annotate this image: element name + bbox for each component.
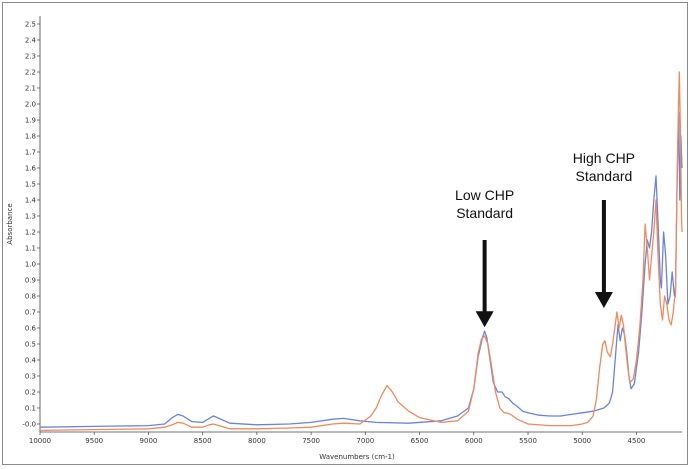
annotations: Low CHP Standard High CHP Standard bbox=[455, 150, 635, 328]
y-tick-label: 0.9 bbox=[25, 277, 36, 285]
x-ticks: 10000 9500 9000 8500 8000 7500 7000 6500 6000 550… bbox=[29, 432, 646, 445]
y-tick-label: 2.0 bbox=[25, 101, 36, 109]
x-tick-label: 8000 bbox=[248, 437, 266, 445]
y-tick-label: 0.7 bbox=[25, 309, 36, 317]
x-tick-label: 6500 bbox=[411, 437, 429, 445]
annotation-label: Standard bbox=[456, 205, 513, 221]
x-tick-label: 10000 bbox=[29, 437, 51, 445]
y-tick-label: 2.4 bbox=[25, 37, 37, 45]
y-tick-label: 1.8 bbox=[25, 133, 36, 141]
y-tick-label: 1.4 bbox=[25, 197, 37, 205]
x-tick-label: 5500 bbox=[519, 437, 537, 445]
x-tick-label: 7000 bbox=[356, 437, 374, 445]
annotation-label: High CHP bbox=[573, 150, 635, 166]
series-group bbox=[39, 71, 683, 432]
y-tick-label: 0.3 bbox=[25, 373, 36, 381]
y-tick-label: 0.4 bbox=[25, 357, 37, 365]
x-tick-label: 8500 bbox=[194, 437, 212, 445]
y-ticks: -0.0 0.1 0.2 0.3 0.4 0.5 0.6 0.7 0.8 0.9 1.0 1.1 1.2… bbox=[22, 21, 40, 429]
y-tick-label: 1.7 bbox=[25, 149, 36, 157]
x-axis-label: Wavenumbers (cm-1) bbox=[319, 453, 395, 461]
x-tick-label: 9000 bbox=[140, 437, 158, 445]
annotation-label: Low CHP bbox=[455, 187, 514, 203]
annotation-arrow-head bbox=[475, 311, 494, 328]
y-tick-label: 2.5 bbox=[25, 21, 36, 29]
y-tick-label: 1.3 bbox=[25, 213, 36, 221]
x-tick-label: 5000 bbox=[573, 437, 591, 445]
y-tick-label: 2.2 bbox=[25, 69, 36, 77]
y-tick-label: 1.2 bbox=[25, 229, 36, 237]
y-tick-label: 2.3 bbox=[25, 53, 36, 61]
y-tick-label: -0.0 bbox=[22, 421, 36, 429]
x-tick-label: 4500 bbox=[628, 437, 646, 445]
annotation-label: Standard bbox=[576, 168, 633, 184]
y-tick-label: 0.5 bbox=[25, 341, 36, 349]
annotation-arrow-head bbox=[594, 292, 613, 308]
y-axis-label: Absorbance bbox=[6, 203, 14, 244]
spectrum-line-1 bbox=[39, 111, 683, 428]
y-tick-label: 1.5 bbox=[25, 181, 36, 189]
y-tick-label: 1.9 bbox=[25, 117, 36, 125]
y-tick-label: 0.8 bbox=[25, 293, 36, 301]
y-tick-label: 2.1 bbox=[25, 85, 36, 93]
y-tick-label: 1.6 bbox=[25, 165, 37, 173]
x-tick-label: 9500 bbox=[85, 437, 103, 445]
axes bbox=[39, 16, 682, 433]
y-tick-label: 0.6 bbox=[25, 325, 37, 333]
y-tick-label: 0.2 bbox=[25, 389, 36, 397]
y-tick-label: 0.1 bbox=[25, 405, 36, 413]
y-tick-label: 1.0 bbox=[25, 261, 36, 269]
chart-frame bbox=[2, 2, 688, 465]
x-tick-label: 6000 bbox=[465, 437, 483, 445]
spectrum-line-2 bbox=[39, 71, 683, 432]
x-tick-label: 7500 bbox=[302, 437, 320, 445]
y-tick-label: 1.1 bbox=[25, 245, 36, 253]
